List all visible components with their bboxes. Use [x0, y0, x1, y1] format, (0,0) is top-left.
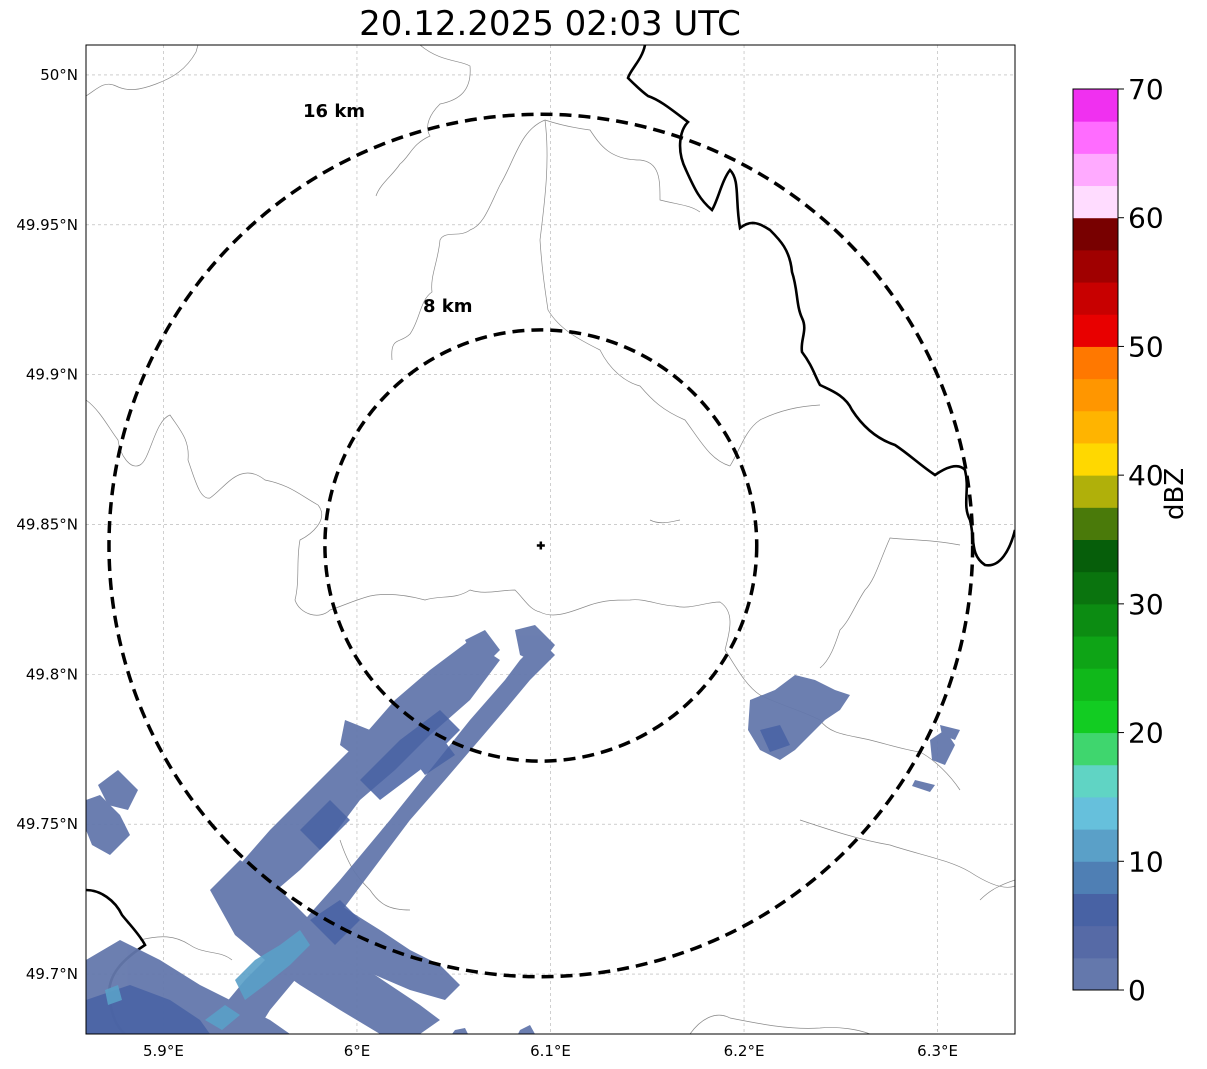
colorbar-segment	[1073, 314, 1118, 347]
colorbar-tick-label: 20	[1128, 717, 1164, 750]
lon-tick-label: 6.3°E	[917, 1042, 958, 1060]
colorbar-segment	[1073, 700, 1118, 734]
colorbar-tick-label: 0	[1128, 974, 1146, 1007]
colorbar-segment	[1073, 571, 1118, 605]
longitude-tick-labels: 5.9°E 6°E 6.1°E 6.2°E 6.3°E	[143, 1042, 958, 1060]
radar-site-marker	[536, 541, 545, 550]
colorbar-segment	[1073, 636, 1118, 669]
colorbar-segment	[1073, 378, 1118, 412]
colorbar-segment	[1073, 764, 1118, 798]
colorbar-segment	[1073, 410, 1118, 444]
colorbar-segment	[1073, 796, 1118, 830]
lat-tick-label: 49.75°N	[16, 815, 78, 833]
colorbar-tick-label: 50	[1128, 330, 1164, 363]
colorbar-segment	[1073, 217, 1118, 251]
colorbar-label: dBZ	[1160, 467, 1190, 520]
colorbar: 0 10 20 30 40 50 60 70	[1072, 73, 1164, 1007]
colorbar-segment	[1073, 475, 1118, 508]
lat-tick-label: 49.8°N	[26, 665, 78, 683]
colorbar-tick-label: 30	[1128, 588, 1164, 621]
colorbar-frame	[1072, 88, 1119, 991]
lon-tick-label: 5.9°E	[143, 1042, 184, 1060]
lat-tick-label: 49.7°N	[26, 965, 78, 983]
colorbar-tick-label: 10	[1128, 845, 1164, 878]
lat-tick-label: 49.95°N	[16, 216, 78, 234]
lon-tick-label: 6.1°E	[530, 1042, 571, 1060]
range-rings	[107, 112, 975, 979]
colorbar-segment	[1073, 861, 1118, 894]
range-ring-16km	[107, 112, 975, 979]
ring-label-16km: 16 km	[303, 101, 365, 122]
range-ring-8km	[323, 328, 759, 763]
colorbar-segment	[1073, 925, 1118, 959]
colorbar-segment	[1073, 442, 1118, 476]
lat-tick-label: 49.9°N	[26, 366, 78, 384]
colorbar-segment	[1073, 893, 1118, 927]
colorbar-segment	[1073, 346, 1118, 380]
lon-tick-label: 6.2°E	[724, 1042, 765, 1060]
colorbar-segment	[1073, 153, 1118, 187]
colorbar-segment	[1073, 539, 1118, 573]
lat-tick-label: 50°N	[40, 66, 78, 84]
colorbar-tick-label: 70	[1128, 73, 1164, 106]
colorbar-segment	[1073, 249, 1118, 283]
colorbar-segment	[1073, 732, 1118, 766]
colorbar-tick-label: 60	[1128, 202, 1164, 235]
lon-tick-label: 6°E	[344, 1042, 371, 1060]
map-title: 20.12.2025 02:03 UTC	[359, 4, 741, 44]
colorbar-segment	[1073, 829, 1118, 862]
latitude-tick-labels: 50°N 49.95°N 49.9°N 49.85°N 49.8°N 49.75°N 49.…	[16, 66, 78, 983]
lat-tick-label: 49.85°N	[16, 516, 78, 534]
ring-label-8km: 8 km	[423, 296, 473, 317]
colorbar-segment	[1073, 507, 1118, 540]
colorbar-segment	[1073, 282, 1118, 315]
colorbar-segment	[1073, 121, 1118, 154]
colorbar-segment	[1073, 603, 1118, 637]
gridlines	[86, 45, 1015, 1034]
colorbar-segment	[1073, 668, 1118, 701]
map-frame	[85, 44, 1016, 1035]
colorbar-segment	[1073, 185, 1118, 219]
colorbar-tick-label: 40	[1128, 459, 1164, 492]
colorbar-segment	[1073, 89, 1118, 122]
colorbar-segment	[1073, 957, 1118, 991]
